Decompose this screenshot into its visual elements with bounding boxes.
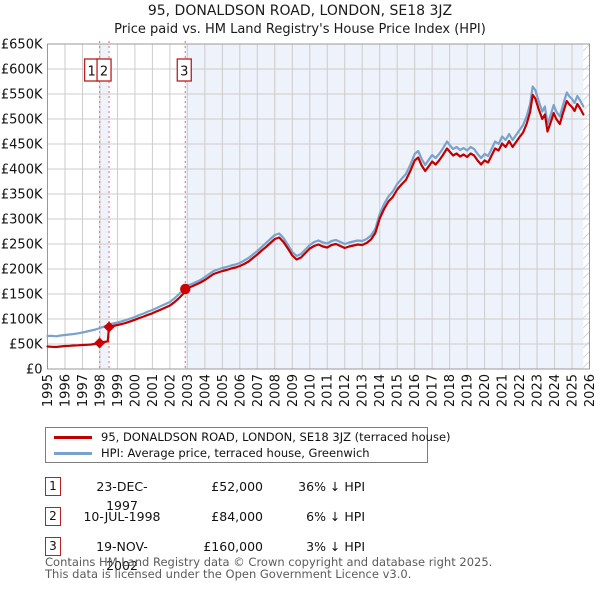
svg-text:2009: 2009 — [286, 374, 301, 407]
svg-text:2025: 2025 — [566, 374, 581, 407]
svg-text:2022: 2022 — [513, 374, 528, 407]
svg-text:1: 1 — [87, 65, 95, 80]
svg-text:£300K: £300K — [1, 213, 43, 228]
svg-text:3: 3 — [180, 65, 188, 80]
svg-text:£650K: £650K — [1, 38, 43, 53]
svg-text:1995: 1995 — [41, 374, 56, 407]
sale-pct-vs-hpi: 6% ↓ HPI — [306, 509, 365, 524]
svg-text:£0: £0 — [26, 363, 43, 378]
svg-text:2000: 2000 — [128, 374, 143, 407]
svg-text:1996: 1996 — [58, 374, 73, 407]
legend-label: 95, DONALDSON ROAD, LONDON, SE18 3JZ (te… — [101, 430, 451, 444]
svg-text:1998: 1998 — [93, 374, 108, 407]
svg-text:£400K: £400K — [1, 163, 43, 178]
sale-date: 10-JUL-1998 — [83, 509, 161, 524]
svg-text:2005: 2005 — [216, 374, 231, 407]
sale-price: £160,000 — [203, 539, 263, 554]
legend-item-price-paid: 95, DONALDSON ROAD, LONDON, SE18 3JZ (te… — [46, 429, 451, 445]
price-line-swatch — [54, 436, 92, 439]
svg-text:2013: 2013 — [356, 374, 371, 407]
svg-text:2007: 2007 — [251, 374, 266, 407]
sale-date: 19-NOV-2002 — [96, 539, 148, 573]
svg-text:2019: 2019 — [461, 374, 476, 407]
sale-table-row-2: 2 10-JUL-1998 £84,000 6% ↓ HPI — [45, 507, 385, 527]
svg-text:£500K: £500K — [1, 113, 43, 128]
svg-text:2026: 2026 — [583, 374, 598, 407]
sale-table-row-1: 1 23-DEC-1997 £52,000 36% ↓ HPI — [45, 477, 385, 513]
svg-text:2004: 2004 — [198, 374, 213, 407]
svg-text:£550K: £550K — [1, 88, 43, 103]
page-subtitle: Price paid vs. HM Land Registry's House … — [114, 22, 486, 37]
svg-text:2011: 2011 — [321, 374, 336, 407]
svg-text:2001: 2001 — [146, 374, 161, 407]
svg-text:2016: 2016 — [408, 374, 423, 407]
legend-item-hpi: HPI: Average price, terraced house, Gree… — [46, 445, 427, 461]
legend-label: HPI: Average price, terraced house, Gree… — [101, 446, 370, 460]
svg-text:2018: 2018 — [443, 374, 458, 407]
svg-text:£50K: £50K — [9, 338, 43, 353]
price-chart: 1995 1996 1997 1998 1999 2000 2001 2002 2003 2004… — [1, 38, 598, 408]
page-title: 95, DONALDSON ROAD, LONDON, SE18 3JZ — [147, 3, 453, 19]
svg-text:2008: 2008 — [268, 374, 283, 407]
svg-text:2024: 2024 — [548, 374, 563, 407]
svg-text:2002: 2002 — [163, 374, 178, 407]
sale-table-row-3: 3 19-NOV-2002 £160,000 3% ↓ HPI — [45, 537, 385, 573]
sale-price: £52,000 — [211, 479, 263, 494]
svg-text:2020: 2020 — [478, 374, 493, 407]
svg-text:£600K: £600K — [1, 63, 43, 78]
sale-price: £84,000 — [211, 509, 263, 524]
chart-legend: 95, DONALDSON ROAD, LONDON, SE18 3JZ (te… — [45, 427, 451, 463]
svg-text:£350K: £350K — [1, 188, 43, 203]
svg-text:1997: 1997 — [76, 374, 91, 407]
svg-text:2017: 2017 — [426, 374, 441, 407]
sale-pct-vs-hpi: 3% ↓ HPI — [306, 539, 365, 554]
svg-text:2014: 2014 — [373, 374, 388, 407]
svg-text:2021: 2021 — [496, 374, 511, 407]
svg-text:£450K: £450K — [1, 138, 43, 153]
svg-text:2003: 2003 — [181, 374, 196, 407]
svg-text:£200K: £200K — [1, 263, 43, 278]
svg-text:£150K: £150K — [1, 288, 43, 303]
svg-text:2023: 2023 — [531, 374, 546, 407]
sale-pct-vs-hpi: 36% ↓ HPI — [298, 479, 365, 494]
svg-text:2006: 2006 — [233, 374, 248, 407]
sale-number-badge: 1 — [45, 477, 61, 496]
hpi-line-swatch — [54, 452, 92, 455]
svg-text:2010: 2010 — [303, 374, 318, 407]
svg-text:£100K: £100K — [1, 313, 43, 328]
licence-line: This data is licensed under the Open Gov… — [45, 567, 412, 581]
svg-text:2: 2 — [100, 65, 108, 80]
svg-text:£250K: £250K — [1, 238, 43, 253]
sale-number-badge: 3 — [45, 537, 61, 556]
copyright-line: Contains HM Land Registry data © Crown c… — [45, 555, 493, 569]
svg-text:2012: 2012 — [338, 374, 353, 407]
sale-date: 23-DEC-1997 — [96, 479, 148, 513]
svg-text:2015: 2015 — [391, 374, 406, 407]
svg-text:1999: 1999 — [111, 374, 126, 407]
sale-number-badge: 2 — [45, 507, 61, 526]
